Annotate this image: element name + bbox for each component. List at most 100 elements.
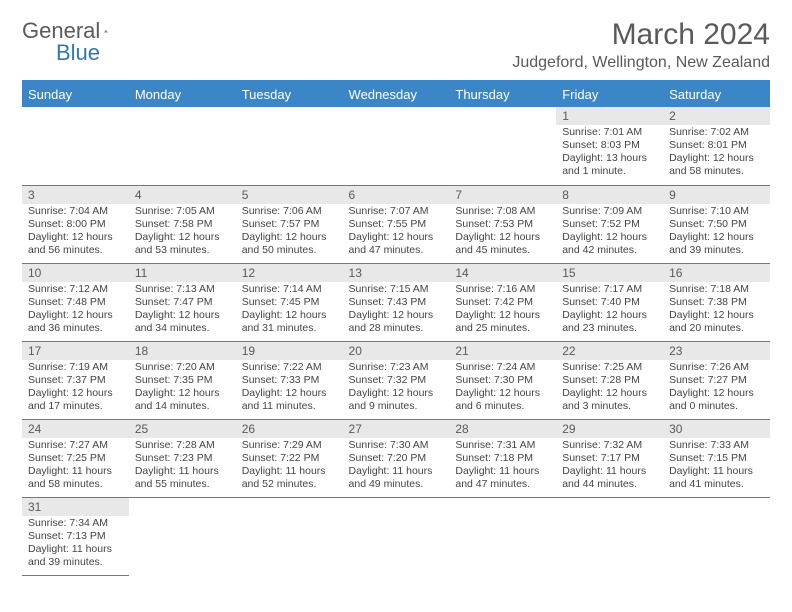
calendar-cell: 26Sunrise: 7:29 AMSunset: 7:22 PMDayligh… — [236, 419, 343, 497]
daylight-text: and 31 minutes. — [242, 322, 337, 335]
daylight-text: and 39 minutes. — [669, 244, 764, 257]
daylight-text: Daylight: 12 hours — [455, 231, 550, 244]
sunset-text: Sunset: 7:28 PM — [562, 374, 657, 387]
calendar-cell: 22Sunrise: 7:25 AMSunset: 7:28 PMDayligh… — [556, 341, 663, 419]
calendar-cell — [449, 497, 556, 575]
sunset-text: Sunset: 7:17 PM — [562, 452, 657, 465]
daylight-text: Daylight: 13 hours — [562, 152, 657, 165]
day-details: Sunrise: 7:27 AMSunset: 7:25 PMDaylight:… — [22, 438, 129, 495]
sunrise-text: Sunrise: 7:04 AM — [28, 205, 123, 218]
calendar-cell: 15Sunrise: 7:17 AMSunset: 7:40 PMDayligh… — [556, 263, 663, 341]
day-number: 11 — [129, 264, 236, 282]
daylight-text: Daylight: 12 hours — [28, 309, 123, 322]
calendar-cell: 5Sunrise: 7:06 AMSunset: 7:57 PMDaylight… — [236, 185, 343, 263]
daylight-text: Daylight: 12 hours — [669, 309, 764, 322]
day-details: Sunrise: 7:15 AMSunset: 7:43 PMDaylight:… — [343, 282, 450, 339]
calendar-row: 24Sunrise: 7:27 AMSunset: 7:25 PMDayligh… — [22, 419, 770, 497]
day-details: Sunrise: 7:10 AMSunset: 7:50 PMDaylight:… — [663, 204, 770, 261]
sunset-text: Sunset: 7:18 PM — [455, 452, 550, 465]
daylight-text: and 11 minutes. — [242, 400, 337, 413]
daylight-text: Daylight: 12 hours — [669, 152, 764, 165]
daylight-text: Daylight: 12 hours — [562, 309, 657, 322]
day-number: 12 — [236, 264, 343, 282]
calendar-cell — [556, 497, 663, 575]
day-details: Sunrise: 7:23 AMSunset: 7:32 PMDaylight:… — [343, 360, 450, 417]
month-title: March 2024 — [512, 18, 770, 52]
daylight-text: and 58 minutes. — [669, 165, 764, 178]
calendar-cell: 12Sunrise: 7:14 AMSunset: 7:45 PMDayligh… — [236, 263, 343, 341]
calendar-cell: 4Sunrise: 7:05 AMSunset: 7:58 PMDaylight… — [129, 185, 236, 263]
calendar-cell: 16Sunrise: 7:18 AMSunset: 7:38 PMDayligh… — [663, 263, 770, 341]
calendar-cell: 24Sunrise: 7:27 AMSunset: 7:25 PMDayligh… — [22, 419, 129, 497]
daylight-text: and 25 minutes. — [455, 322, 550, 335]
day-number: 21 — [449, 342, 556, 360]
daylight-text: and 47 minutes. — [455, 478, 550, 491]
daylight-text: Daylight: 12 hours — [349, 309, 444, 322]
day-details: Sunrise: 7:12 AMSunset: 7:48 PMDaylight:… — [22, 282, 129, 339]
daylight-text: Daylight: 11 hours — [349, 465, 444, 478]
sunrise-text: Sunrise: 7:16 AM — [455, 283, 550, 296]
daylight-text: and 47 minutes. — [349, 244, 444, 257]
sunset-text: Sunset: 7:45 PM — [242, 296, 337, 309]
calendar-cell — [236, 497, 343, 575]
calendar-cell: 13Sunrise: 7:15 AMSunset: 7:43 PMDayligh… — [343, 263, 450, 341]
calendar-table: Sunday Monday Tuesday Wednesday Thursday… — [22, 80, 770, 576]
calendar-cell: 18Sunrise: 7:20 AMSunset: 7:35 PMDayligh… — [129, 341, 236, 419]
day-details: Sunrise: 7:02 AMSunset: 8:01 PMDaylight:… — [663, 125, 770, 182]
day-number: 31 — [22, 498, 129, 516]
sunset-text: Sunset: 7:35 PM — [135, 374, 230, 387]
sunset-text: Sunset: 7:30 PM — [455, 374, 550, 387]
day-number: 9 — [663, 186, 770, 204]
day-number: 23 — [663, 342, 770, 360]
sunrise-text: Sunrise: 7:05 AM — [135, 205, 230, 218]
day-number: 10 — [22, 264, 129, 282]
daylight-text: Daylight: 11 hours — [562, 465, 657, 478]
day-number: 17 — [22, 342, 129, 360]
calendar-row: 17Sunrise: 7:19 AMSunset: 7:37 PMDayligh… — [22, 341, 770, 419]
daylight-text: and 23 minutes. — [562, 322, 657, 335]
daylight-text: and 49 minutes. — [349, 478, 444, 491]
daylight-text: Daylight: 12 hours — [242, 387, 337, 400]
day-header-row: Sunday Monday Tuesday Wednesday Thursday… — [22, 81, 770, 107]
daylight-text: and 53 minutes. — [135, 244, 230, 257]
calendar-row: 31Sunrise: 7:34 AMSunset: 7:13 PMDayligh… — [22, 497, 770, 575]
calendar-row: 10Sunrise: 7:12 AMSunset: 7:48 PMDayligh… — [22, 263, 770, 341]
sunrise-text: Sunrise: 7:34 AM — [28, 517, 123, 530]
header-wednesday: Wednesday — [343, 81, 450, 107]
daylight-text: Daylight: 12 hours — [349, 231, 444, 244]
calendar-cell — [22, 107, 129, 185]
daylight-text: and 36 minutes. — [28, 322, 123, 335]
calendar-cell: 27Sunrise: 7:30 AMSunset: 7:20 PMDayligh… — [343, 419, 450, 497]
sunrise-text: Sunrise: 7:09 AM — [562, 205, 657, 218]
daylight-text: and 52 minutes. — [242, 478, 337, 491]
day-details: Sunrise: 7:30 AMSunset: 7:20 PMDaylight:… — [343, 438, 450, 495]
sunrise-text: Sunrise: 7:22 AM — [242, 361, 337, 374]
sunrise-text: Sunrise: 7:01 AM — [562, 126, 657, 139]
sunrise-text: Sunrise: 7:15 AM — [349, 283, 444, 296]
sunset-text: Sunset: 7:22 PM — [242, 452, 337, 465]
day-number: 6 — [343, 186, 450, 204]
day-details: Sunrise: 7:33 AMSunset: 7:15 PMDaylight:… — [663, 438, 770, 495]
day-number: 16 — [663, 264, 770, 282]
day-number: 27 — [343, 420, 450, 438]
day-number: 28 — [449, 420, 556, 438]
sunset-text: Sunset: 7:15 PM — [669, 452, 764, 465]
calendar-cell: 14Sunrise: 7:16 AMSunset: 7:42 PMDayligh… — [449, 263, 556, 341]
sunrise-text: Sunrise: 7:32 AM — [562, 439, 657, 452]
calendar-cell: 1Sunrise: 7:01 AMSunset: 8:03 PMDaylight… — [556, 107, 663, 185]
daylight-text: and 41 minutes. — [669, 478, 764, 491]
header-tuesday: Tuesday — [236, 81, 343, 107]
calendar-cell: 7Sunrise: 7:08 AMSunset: 7:53 PMDaylight… — [449, 185, 556, 263]
daylight-text: and 56 minutes. — [28, 244, 123, 257]
daylight-text: and 1 minute. — [562, 165, 657, 178]
calendar-cell: 31Sunrise: 7:34 AMSunset: 7:13 PMDayligh… — [22, 497, 129, 575]
sunset-text: Sunset: 7:58 PM — [135, 218, 230, 231]
daylight-text: and 0 minutes. — [669, 400, 764, 413]
day-details: Sunrise: 7:20 AMSunset: 7:35 PMDaylight:… — [129, 360, 236, 417]
sunrise-text: Sunrise: 7:08 AM — [455, 205, 550, 218]
sunset-text: Sunset: 7:32 PM — [349, 374, 444, 387]
day-details: Sunrise: 7:04 AMSunset: 8:00 PMDaylight:… — [22, 204, 129, 261]
sunrise-text: Sunrise: 7:02 AM — [669, 126, 764, 139]
day-details: Sunrise: 7:07 AMSunset: 7:55 PMDaylight:… — [343, 204, 450, 261]
daylight-text: Daylight: 12 hours — [562, 387, 657, 400]
